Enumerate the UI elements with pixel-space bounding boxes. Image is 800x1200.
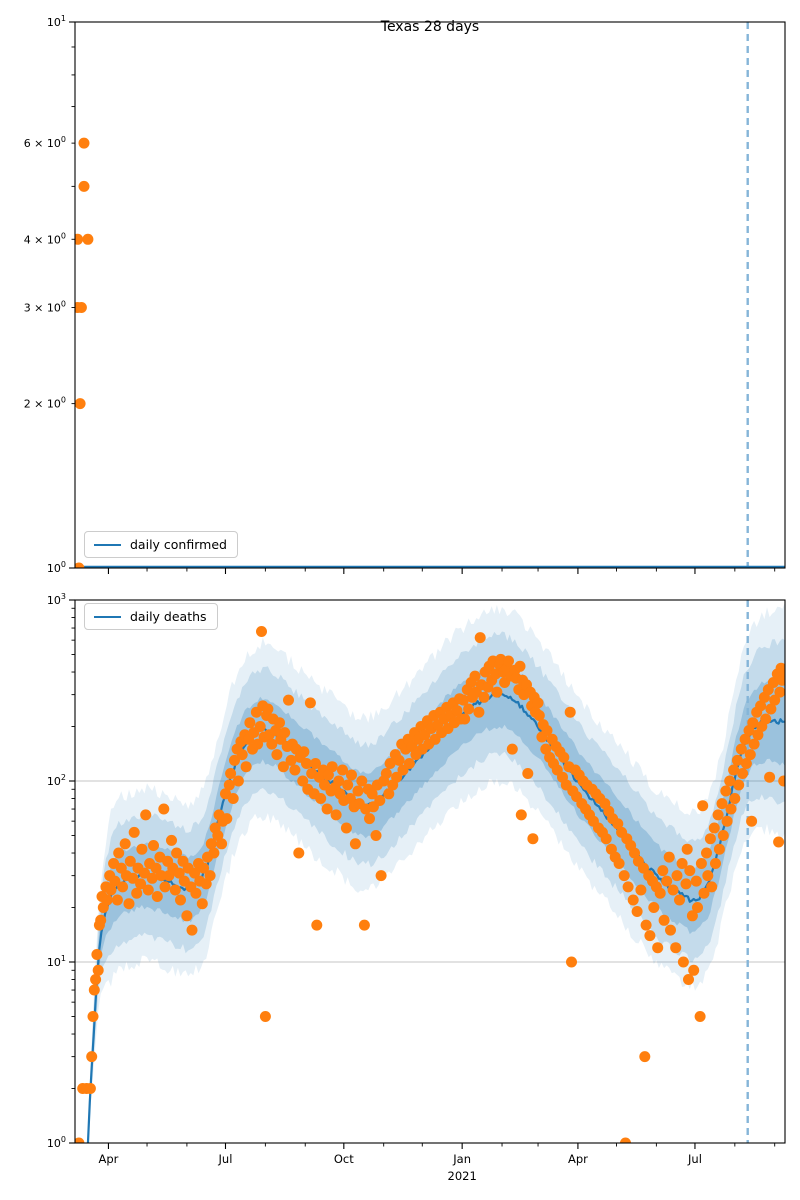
top-x-ticks	[107, 568, 776, 574]
legend-label-daily-confirmed: daily confirmed	[130, 537, 227, 552]
bottom-gridlines	[75, 780, 785, 963]
x-tick-label: Apr	[98, 1152, 118, 1166]
bottom-y-ticks: 103 102 101 100	[47, 592, 75, 1150]
y-tick-label: 6 × 100	[24, 135, 66, 150]
top-y-ticks: 101 6 × 100 4 × 100 3 × 100 2 × 100 100	[24, 14, 75, 575]
legend-label-daily-deaths: daily deaths	[130, 609, 207, 624]
y-tick-label: 101	[47, 954, 66, 969]
legend-daily-confirmed: daily confirmed	[84, 531, 238, 558]
y-tick-label: 103	[47, 592, 66, 607]
x-tick-label: Jan	[452, 1152, 471, 1166]
bottom-axes-spines	[74, 599, 786, 1144]
y-tick-label: 102	[47, 773, 66, 788]
y-tick-label: 100	[47, 560, 66, 575]
x-tick-label: Jul	[687, 1152, 702, 1166]
legend-daily-deaths: daily deaths	[84, 603, 218, 630]
y-tick-label: 3 × 100	[24, 299, 66, 314]
bottom-x-ticks: Apr Jul Oct Jan 2021 Apr Jul	[98, 1143, 776, 1183]
bottom-scatter-daily-deaths	[75, 626, 785, 1143]
y-tick-label: 101	[47, 14, 66, 29]
y-tick-label: 4 × 100	[24, 231, 66, 246]
top-scatter-daily-confirmed	[75, 137, 94, 568]
x-tick-year-label: 2021	[448, 1169, 477, 1183]
chart-title: Texas 28 days	[380, 19, 480, 35]
top-axes-spines	[74, 21, 786, 569]
x-tick-label: Jul	[218, 1152, 233, 1166]
x-tick-label: Oct	[334, 1152, 354, 1166]
y-tick-label: 2 × 100	[24, 396, 66, 411]
y-tick-label: 100	[47, 1135, 66, 1150]
legend-line-sample	[94, 615, 121, 618]
x-tick-label: Apr	[568, 1152, 588, 1166]
legend-line-sample	[94, 543, 121, 546]
